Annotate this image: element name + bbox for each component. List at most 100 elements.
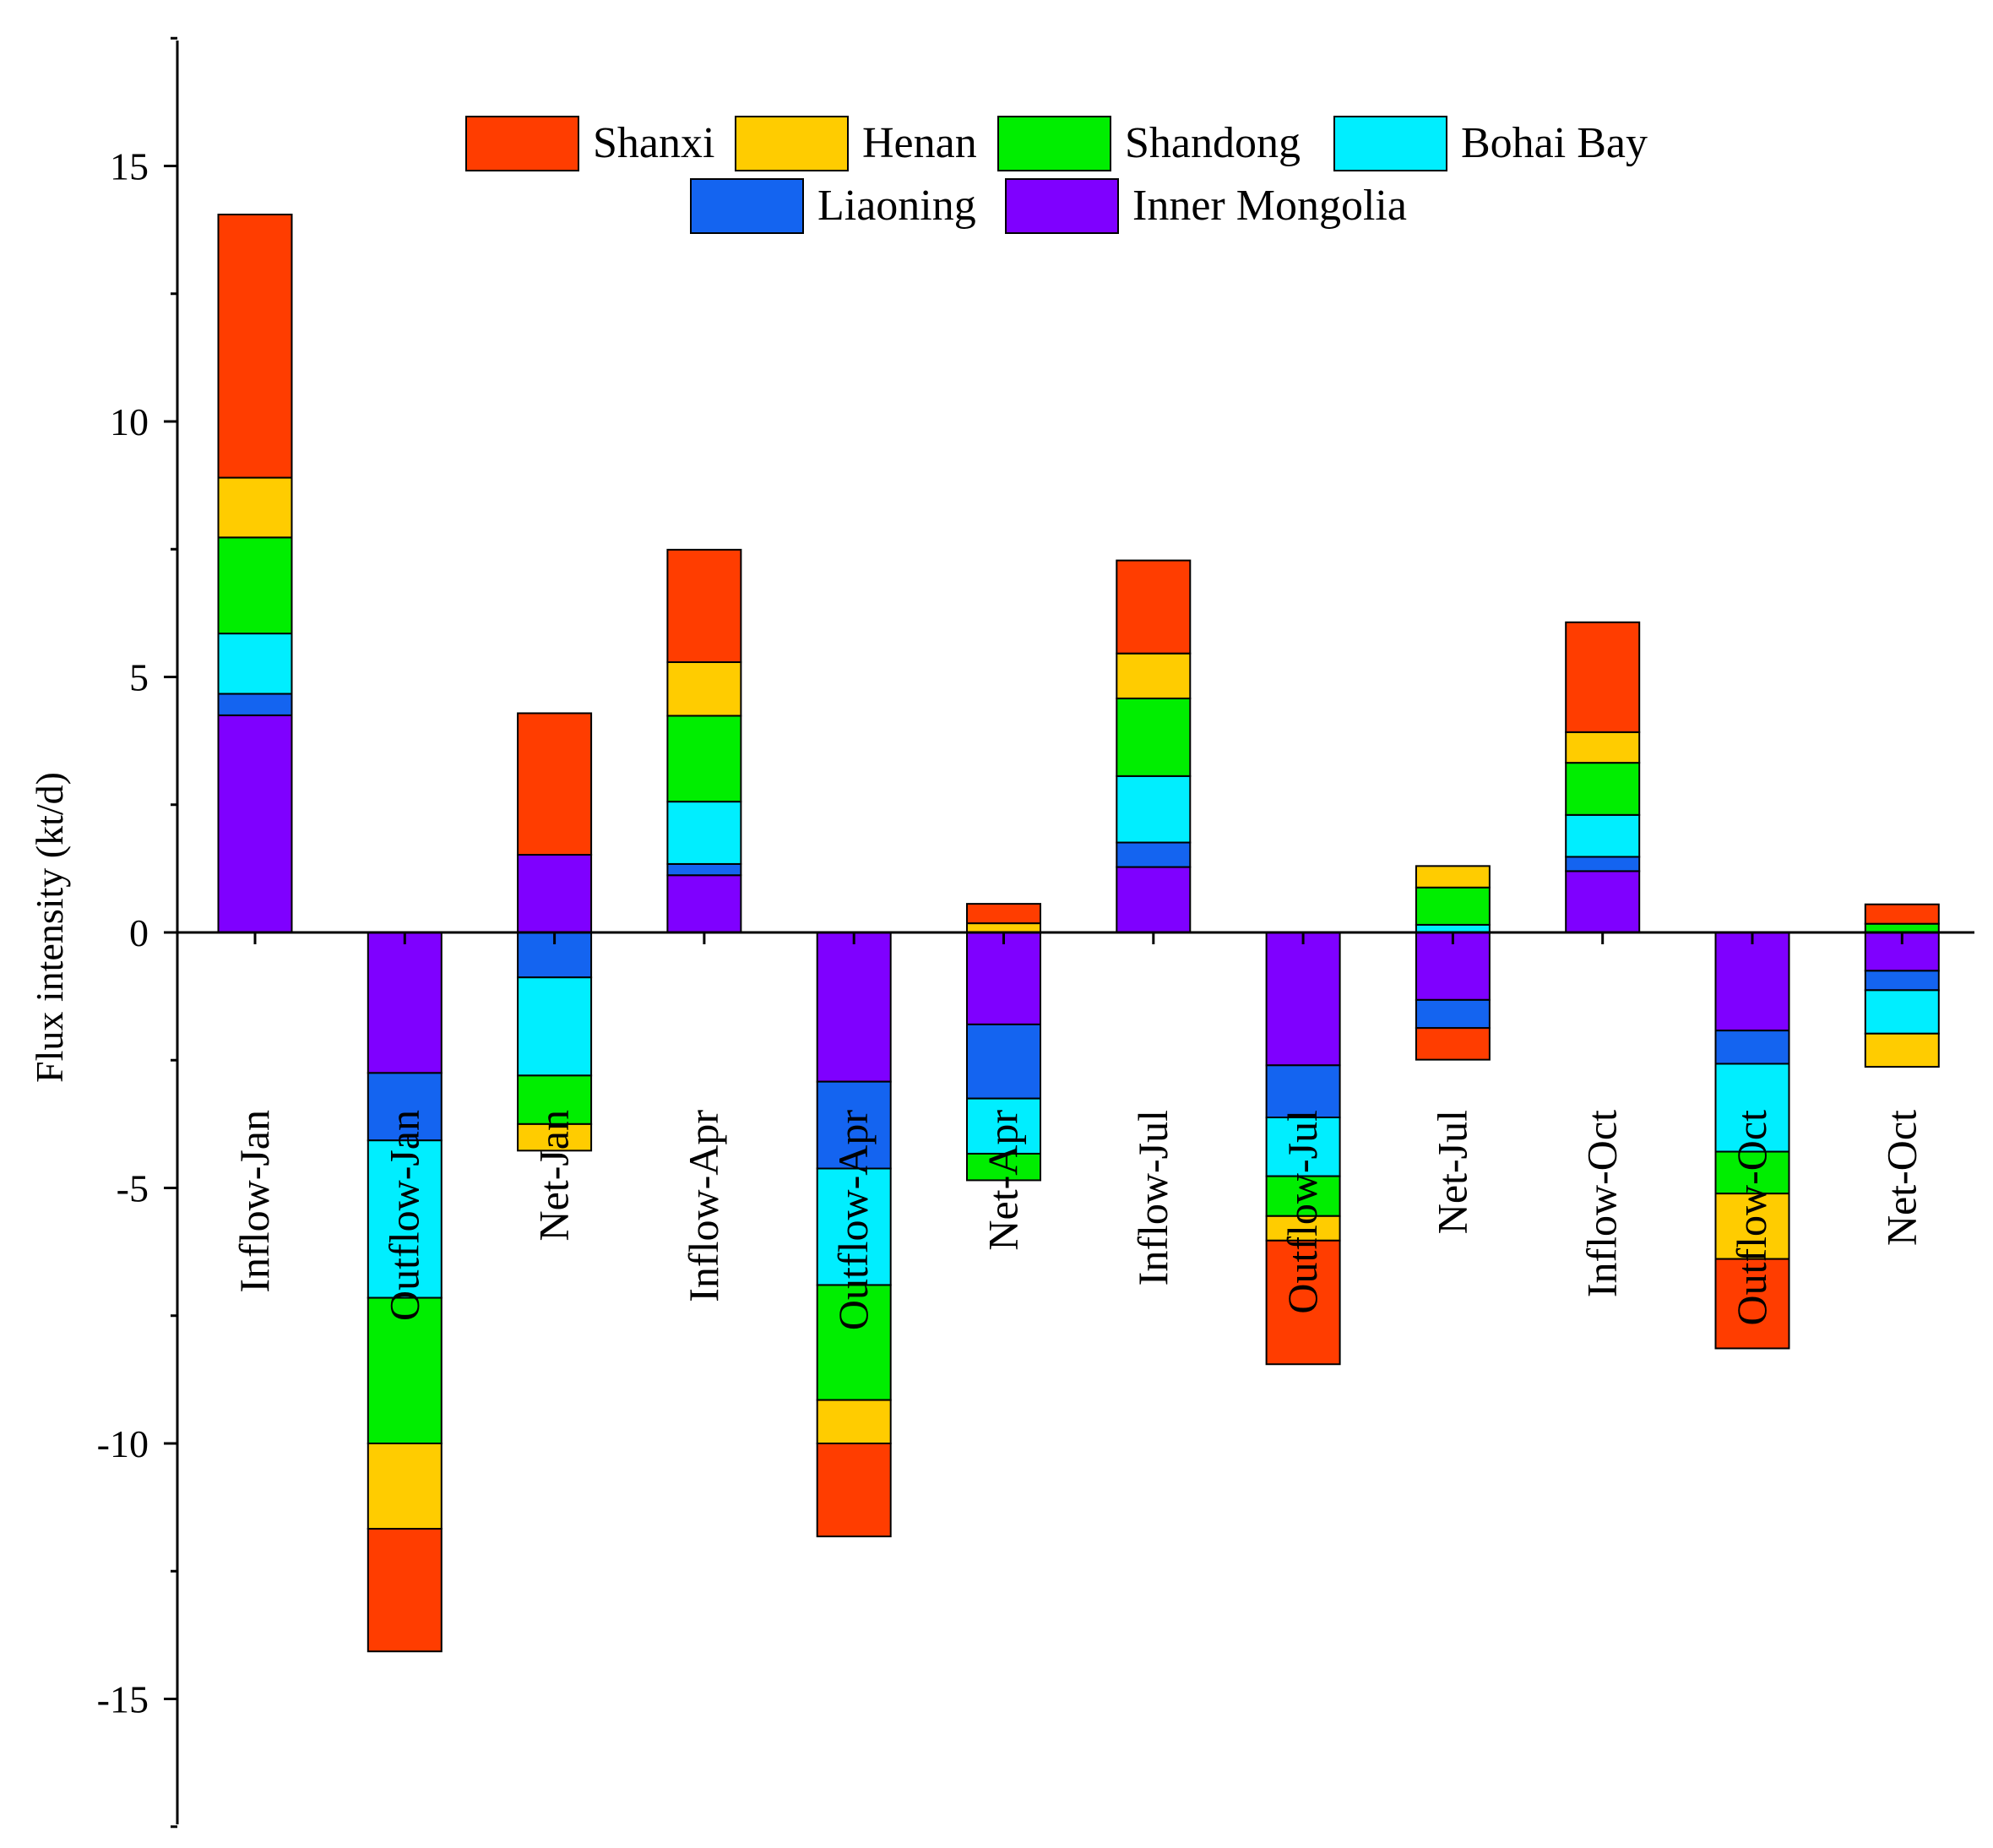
x-category-label-net-apr: Net-Apr xyxy=(980,1110,1027,1251)
bar-segment-inflow-apr-liaoning xyxy=(666,862,742,877)
bar-segment-inflow-jul-inner-mongolia xyxy=(1116,866,1192,934)
bar-segment-inflow-jul-bohai-bay xyxy=(1116,775,1192,844)
x-category-label-inflow-jul: Inflow-Jul xyxy=(1129,1110,1176,1285)
bar-segment-net-jul-henan xyxy=(1415,865,1491,889)
y-axis-title: Flux intensity (kt/d) xyxy=(28,772,71,1083)
legend-swatch-henan xyxy=(735,116,849,171)
bar-segment-inflow-jan-inner-mongolia xyxy=(217,714,293,933)
y-tick-label: 5 xyxy=(129,656,149,699)
bar-segment-inflow-jan-shandong xyxy=(217,536,293,635)
bar-segment-inflow-apr-henan xyxy=(666,660,742,717)
bar-segment-inflow-oct-inner-mongolia xyxy=(1565,870,1641,934)
bar-segment-outflow-apr-shanxi xyxy=(816,1443,892,1538)
bar-segment-outflow-apr-henan xyxy=(816,1399,892,1444)
bar-segment-inflow-jul-shanxi xyxy=(1116,559,1192,655)
x-category-label-outflow-jul: Outflow-Jul xyxy=(1279,1110,1326,1314)
bar-segment-net-jan-inner-mongolia xyxy=(517,854,593,933)
bar-segment-outflow-jan-liaoning xyxy=(367,1072,443,1142)
bar-segment-net-oct-liaoning xyxy=(1864,970,1940,992)
legend: Shanxi Henan Shandong Bohai Bay Liaoning Inne… xyxy=(465,116,1648,234)
bar-segment-net-jul-liaoning xyxy=(1415,998,1491,1030)
bar-segment-inflow-apr-shanxi xyxy=(666,548,742,663)
x-category-label-inflow-jan: Inflow-Jan xyxy=(231,1110,278,1293)
legend-label-henan: Henan xyxy=(862,119,977,167)
x-category-label-net-oct: Net-Oct xyxy=(1877,1110,1925,1246)
bar-segment-outflow-apr-shandong xyxy=(816,1284,892,1401)
bar-segment-outflow-jan-shandong xyxy=(367,1296,443,1444)
y-tick-label: -10 xyxy=(97,1422,149,1465)
bar-segment-net-apr-shanxi xyxy=(966,903,1041,925)
y-axis-ticks: -15 -10 -5 0 5 10 15 xyxy=(97,36,177,1829)
bar-segment-outflow-jul-bohai-bay xyxy=(1265,1117,1341,1177)
bar-segment-inflow-jan-shanxi xyxy=(217,213,293,479)
bar-segment-outflow-apr-inner-mongolia xyxy=(816,932,892,1083)
y-tick-label: 0 xyxy=(129,911,149,954)
bar-segment-net-oct-henan xyxy=(1864,1032,1940,1068)
bar-segment-inflow-apr-shandong xyxy=(666,715,742,803)
bar-segment-outflow-oct-shanxi xyxy=(1714,1258,1790,1350)
bar-segment-inflow-oct-bohai-bay xyxy=(1565,813,1641,858)
y-tick-label: 15 xyxy=(110,145,149,188)
x-category-label-inflow-oct: Inflow-Oct xyxy=(1578,1110,1626,1297)
bar-segment-net-apr-liaoning xyxy=(966,1023,1041,1100)
bar-segment-net-jan-bohai-bay xyxy=(517,976,593,1077)
bar-segment-net-oct-shandong xyxy=(1864,922,1940,933)
bar-segment-inflow-oct-liaoning xyxy=(1565,856,1641,872)
bar-segment-outflow-jul-shandong xyxy=(1265,1175,1341,1217)
bar-segment-inflow-oct-shandong xyxy=(1565,762,1641,816)
bar-segment-inflow-jan-liaoning xyxy=(217,693,293,716)
bar-segment-net-oct-shanxi xyxy=(1864,903,1940,925)
y-tick-label: -15 xyxy=(97,1678,149,1721)
x-category-label-outflow-jan: Outflow-Jan xyxy=(380,1110,427,1321)
bar-segment-outflow-jul-liaoning xyxy=(1265,1064,1341,1119)
bar-segment-net-jan-henan xyxy=(517,1122,593,1152)
bar-segment-outflow-jan-shanxi xyxy=(367,1528,443,1653)
x-axis-category-labels: Inflow-Jan Outflow-Jan Net-Jan Inflow-Apr Ou… xyxy=(231,1110,1925,1330)
bar-segment-net-jan-shanxi xyxy=(517,712,593,856)
bar-segment-net-apr-bohai-bay xyxy=(966,1097,1041,1155)
bar-segment-net-jul-shandong xyxy=(1415,886,1491,926)
bar-segment-outflow-jan-inner-mongolia xyxy=(367,932,443,1074)
legend-label-shandong: Shandong xyxy=(1125,119,1301,167)
bar-segment-inflow-jan-henan xyxy=(217,476,293,539)
bar-segment-outflow-jan-bohai-bay xyxy=(367,1139,443,1299)
bar-segment-inflow-jul-henan xyxy=(1116,652,1192,699)
bar-segment-outflow-jul-shanxi xyxy=(1265,1239,1341,1366)
bar-segment-inflow-oct-shanxi xyxy=(1565,621,1641,733)
bar-segment-outflow-oct-henan xyxy=(1714,1193,1790,1260)
bar-segment-inflow-apr-inner-mongolia xyxy=(666,874,742,933)
bar-segment-outflow-oct-liaoning xyxy=(1714,1030,1790,1065)
legend-swatch-liaoning xyxy=(690,178,804,234)
bar-segment-net-jul-shanxi xyxy=(1415,1027,1491,1061)
x-category-label-outflow-apr: Outflow-Apr xyxy=(829,1110,877,1330)
legend-label-shanxi: Shanxi xyxy=(593,119,714,167)
legend-label-bohai-bay: Bohai Bay xyxy=(1461,119,1648,167)
legend-label-inner-mongolia: Inner Mongolia xyxy=(1132,182,1407,230)
bar-segment-inflow-apr-bohai-bay xyxy=(666,801,742,865)
bar-segment-outflow-oct-shandong xyxy=(1714,1150,1790,1195)
x-category-label-net-jan: Net-Jan xyxy=(530,1110,578,1242)
legend-swatch-bohai-bay xyxy=(1333,116,1447,171)
bars-layer xyxy=(217,213,1940,1653)
bar-segment-inflow-jan-bohai-bay xyxy=(217,633,293,695)
y-tick-label: 10 xyxy=(110,400,149,443)
legend-label-liaoning: Liaoning xyxy=(817,182,976,230)
legend-swatch-inner-mongolia xyxy=(1005,178,1119,234)
legend-swatch-shanxi xyxy=(465,116,579,171)
bar-segment-net-apr-inner-mongolia xyxy=(966,932,1041,1025)
legend-swatch-shandong xyxy=(997,116,1111,171)
x-category-label-outflow-oct: Outflow-Oct xyxy=(1728,1110,1775,1326)
bar-segment-outflow-jan-henan xyxy=(367,1443,443,1530)
bar-segment-inflow-jul-shandong xyxy=(1116,697,1192,777)
bar-segment-inflow-jul-liaoning xyxy=(1116,841,1192,868)
bar-segment-net-apr-shandong xyxy=(966,1152,1041,1182)
bar-segment-net-oct-bohai-bay xyxy=(1864,989,1940,1035)
bar-segment-outflow-jul-inner-mongolia xyxy=(1265,932,1341,1067)
bar-segment-net-apr-henan xyxy=(966,922,1041,933)
bar-segment-inflow-oct-henan xyxy=(1565,731,1641,764)
y-tick-label: -5 xyxy=(117,1167,149,1210)
bar-segment-outflow-oct-inner-mongolia xyxy=(1714,932,1790,1032)
x-category-label-inflow-apr: Inflow-Apr xyxy=(680,1110,727,1302)
x-category-label-net-jul: Net-Jul xyxy=(1428,1110,1475,1234)
